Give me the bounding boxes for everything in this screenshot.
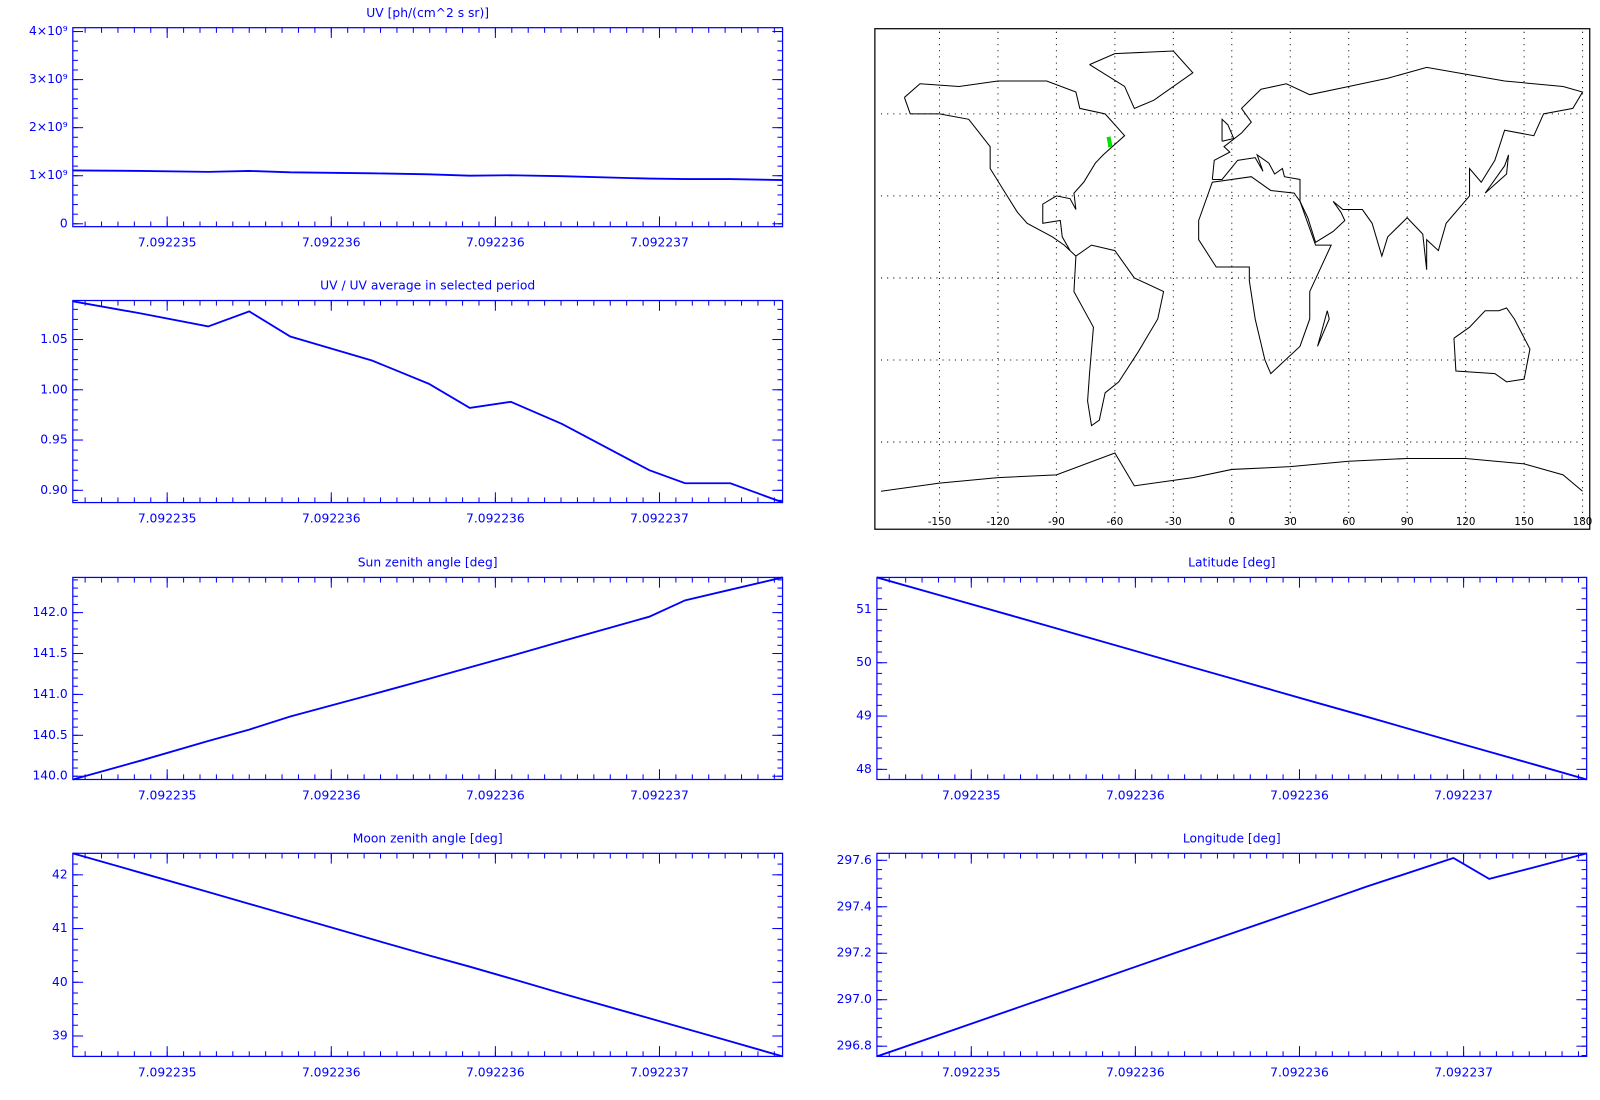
- y-tick-label: 296.8: [837, 1039, 872, 1053]
- map-label: 60: [1342, 516, 1355, 528]
- map-label: -150: [928, 516, 951, 528]
- x-tick-label: 7.092236: [1106, 788, 1165, 802]
- panel: Sun zenith angle [deg] 7.092235 7.092236 7.…: [32, 556, 784, 802]
- x-tick-label: 7.092237: [630, 511, 689, 525]
- y-tick-label: 41: [52, 921, 68, 935]
- panel: UV / UV average in selected period 7.0922…: [40, 279, 784, 525]
- y-tick-label: 0.90: [40, 483, 67, 497]
- y-tick-label: 0.95: [40, 433, 67, 447]
- map-label: 30: [1284, 516, 1297, 528]
- x-tick-label: 7.092236: [466, 236, 525, 250]
- coastline: [1484, 154, 1510, 194]
- y-tick-label: 49: [856, 709, 872, 723]
- coastline: [1073, 244, 1165, 427]
- y-tick-label: 50: [856, 655, 872, 669]
- y-tick-label: 140.5: [32, 728, 67, 742]
- y-tick-label: 141.0: [32, 687, 67, 701]
- y-tick-label: 142.0: [32, 605, 67, 619]
- coastline: [1198, 176, 1332, 375]
- coastline: [1453, 307, 1531, 383]
- y-tick-label: 40: [52, 975, 68, 989]
- data-line: [72, 852, 783, 1058]
- x-tick-label: 7.092235: [138, 236, 197, 250]
- map-label: 90: [1401, 516, 1414, 528]
- y-tick-label: 2×10⁹: [29, 120, 68, 134]
- y-tick-label: 51: [856, 602, 872, 616]
- map-label: 150: [1514, 516, 1534, 528]
- panel-title: UV [ph/(cm^2 s sr)]: [366, 6, 489, 20]
- y-tick-label: 42: [52, 867, 68, 881]
- coastline: [903, 80, 1126, 257]
- x-tick-label: 7.092237: [1434, 788, 1493, 802]
- panel-title: Moon zenith angle [deg]: [353, 831, 503, 845]
- map-label: -60: [1106, 516, 1123, 528]
- data-line: [72, 169, 783, 181]
- x-tick-label: 7.092235: [942, 1065, 1001, 1079]
- y-tick-label: 140.0: [32, 769, 67, 783]
- panel-title: UV / UV average in selected period: [320, 279, 535, 293]
- y-tick-label: 0: [60, 216, 68, 230]
- x-tick-label: 7.092235: [942, 788, 1001, 802]
- axes-frame: [72, 27, 784, 228]
- panel: UV [ph/(cm^2 s sr)] 7.092235 7.092236 7.092…: [29, 6, 784, 250]
- x-tick-label: 7.092236: [466, 511, 525, 525]
- x-tick-label: 7.092236: [1106, 1065, 1165, 1079]
- map-label: -90: [1048, 516, 1065, 528]
- x-tick-label: 7.092236: [466, 788, 525, 802]
- data-line: [876, 852, 1587, 1058]
- y-tick-label: 1×10⁹: [29, 168, 68, 182]
- axes-frame: [72, 852, 784, 1058]
- world-map: -150 -120 -90 -60 -30 0 30 60 90 120 150 180: [874, 28, 1593, 530]
- y-tick-label: 1.00: [40, 382, 67, 396]
- y-tick-label: 297.4: [837, 899, 872, 913]
- panel: Latitude [deg] 7.092235 7.092236 7.092236 7.…: [856, 556, 1588, 802]
- y-tick-label: 297.0: [837, 992, 872, 1006]
- x-tick-label: 7.092235: [138, 1065, 197, 1079]
- x-tick-label: 7.092235: [138, 511, 197, 525]
- data-line: [72, 576, 783, 781]
- y-tick-label: 141.5: [32, 646, 67, 660]
- x-tick-label: 7.092236: [1270, 1065, 1329, 1079]
- panel: Moon zenith angle [deg] 7.092235 7.092236 7…: [52, 831, 784, 1079]
- x-tick-label: 7.092237: [630, 1065, 689, 1079]
- map-label: -120: [986, 516, 1009, 528]
- x-tick-label: 7.092236: [1270, 788, 1329, 802]
- y-tick-label: 3×10⁹: [29, 72, 68, 86]
- map-label: 180: [1573, 516, 1593, 528]
- x-tick-label: 7.092237: [630, 236, 689, 250]
- coastline: [1317, 310, 1330, 347]
- y-tick-label: 4×10⁹: [29, 24, 68, 38]
- map-label: 120: [1456, 516, 1476, 528]
- panel-title: Longitude [deg]: [1183, 831, 1281, 845]
- x-tick-label: 7.092236: [302, 788, 361, 802]
- y-tick-label: 39: [52, 1028, 68, 1042]
- data-line: [72, 300, 783, 504]
- satellite-track: [1106, 136, 1113, 148]
- x-tick-label: 7.092236: [302, 511, 361, 525]
- x-tick-label: 7.092237: [630, 788, 689, 802]
- x-tick-label: 7.092236: [302, 1065, 361, 1079]
- x-tick-label: 7.092236: [466, 1065, 525, 1079]
- coastline: [1089, 50, 1194, 110]
- panel: Longitude [deg] 7.092235 7.092236 7.092236 7…: [837, 831, 1588, 1079]
- coastline: [1221, 118, 1235, 142]
- map-label: 0: [1229, 516, 1236, 528]
- x-tick-label: 7.092236: [302, 236, 361, 250]
- axes-frame: [72, 299, 784, 504]
- x-tick-label: 7.092235: [138, 788, 197, 802]
- panel-title: Sun zenith angle [deg]: [358, 556, 498, 570]
- data-line: [876, 576, 1587, 781]
- y-tick-label: 1.05: [40, 332, 67, 346]
- axes-frame: [876, 852, 1588, 1058]
- axes-frame: [876, 576, 1588, 781]
- x-tick-label: 7.092237: [1434, 1065, 1493, 1079]
- coastline: [1211, 66, 1584, 270]
- y-tick-label: 297.2: [837, 946, 872, 960]
- map-label: -30: [1165, 516, 1182, 528]
- y-tick-label: 297.6: [837, 853, 872, 867]
- y-tick-label: 48: [856, 762, 872, 776]
- panel-title: Latitude [deg]: [1188, 556, 1275, 570]
